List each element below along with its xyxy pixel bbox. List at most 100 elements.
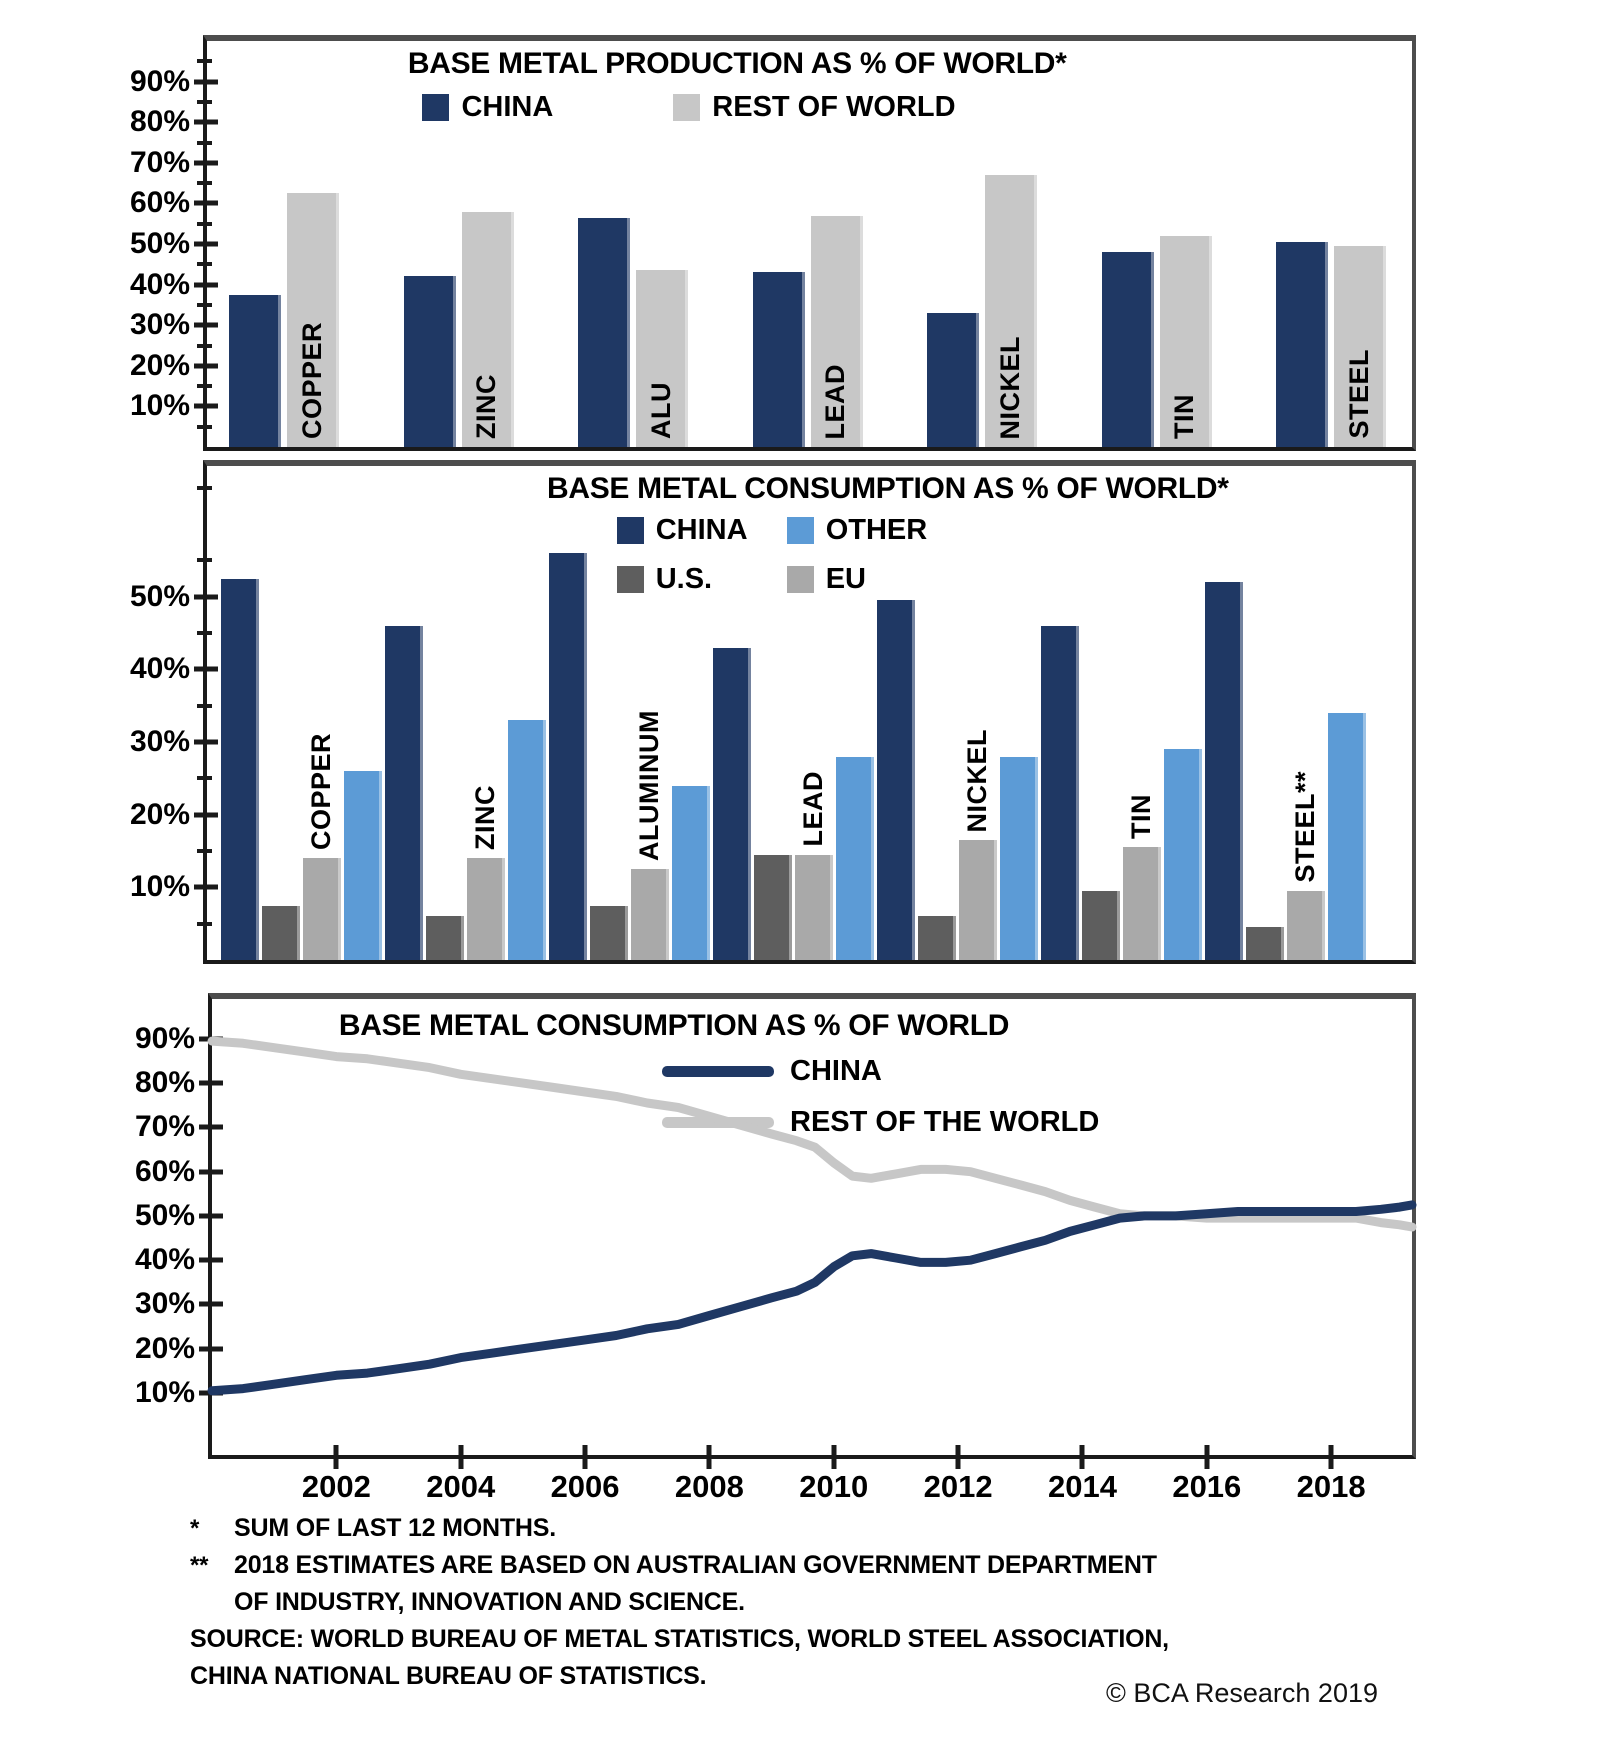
category-label: ALUMINUM (633, 710, 664, 862)
x-axis-tick-label: 2008 (674, 1469, 744, 1504)
y-axis-tick (199, 1301, 223, 1307)
y-axis-tick-label: 20% (134, 1331, 195, 1365)
bar-eu-lead: LEAD (795, 771, 833, 960)
line-chart-canvas (207, 1036, 1417, 1396)
y-axis-tick-label: 70% (129, 145, 190, 179)
bar-group-steel: STEEL** (1205, 466, 1366, 960)
y-axis-tick-label: 60% (129, 186, 190, 220)
legend-item-rest-of-world: REST OF WORLD (673, 91, 956, 124)
bar-u-s--zinc (426, 916, 464, 960)
bar-other-zinc (508, 720, 546, 960)
bar-other-copper (344, 771, 382, 960)
bar-groups: COPPER ZINC ALUMINUM LEAD NICKEL TIN STEEL** (207, 466, 1412, 960)
bar-other-lead (836, 756, 874, 960)
y-axis-tick (199, 1124, 223, 1130)
category-label: LEAD (797, 771, 828, 847)
x-axis-tick-label: 2012 (923, 1469, 993, 1504)
y-axis-tick-label: 80% (129, 105, 190, 139)
footnote-doublestar-text-line1: 2018 ESTIMATES ARE BASED ON AUSTRALIAN G… (234, 1551, 1157, 1579)
bar-group-aluminum: ALUMINUM (549, 466, 710, 960)
bar-group-lead: LEAD (713, 466, 874, 960)
x-axis-tick-label: 2014 (1047, 1469, 1117, 1504)
y-axis-tick (194, 403, 218, 409)
y-axis-tick (194, 119, 218, 125)
y-axis-tick-label: 90% (129, 64, 190, 98)
y-axis-tick-label: 40% (129, 652, 190, 686)
x-axis-tick (1079, 1445, 1085, 1469)
y-axis-tick-label: 40% (134, 1243, 195, 1277)
production-chart-title: BASE METAL PRODUCTION AS % OF WORLD* (407, 47, 1067, 80)
x-axis-tick (706, 1445, 712, 1469)
bar-china-copper (221, 578, 259, 960)
bar-group-zinc: ZINC (403, 41, 514, 447)
bar-eu-steel: STEEL** (1287, 771, 1325, 960)
category-label: COPPER (305, 733, 336, 851)
x-axis-tick-label: 2006 (550, 1469, 620, 1504)
y-axis-tick-label: 50% (129, 227, 190, 260)
y-axis-tick (199, 1257, 223, 1263)
category-label: ZINC (469, 785, 500, 851)
x-axis-tick (333, 1445, 339, 1469)
y-axis-minor-tick (197, 99, 212, 104)
bar-u-s--aluminum (590, 905, 628, 960)
footnotes: * SUM OF LAST 12 MONTHS. ** 2018 ESTIMAT… (190, 1512, 1169, 1693)
y-axis-tick-label: 90% (134, 1021, 195, 1055)
bar-group-steel: STEEL (1276, 41, 1386, 447)
bar-rest-of-world-tin: TIN (1159, 235, 1212, 447)
copyright-notice: © BCA Research 2019 (1105, 1678, 1378, 1708)
legend-label-eu: EU (825, 563, 866, 595)
category-label: NICKEL (961, 728, 992, 833)
eu-legend-swatch-icon (786, 566, 814, 593)
y-axis-tick (194, 812, 218, 818)
bar-groups: COPPER ZINC ALU LEAD NICKEL TIN STEEL (207, 41, 1412, 447)
source-text-line2: CHINA NATIONAL BUREAU OF STATISTICS. (190, 1662, 707, 1690)
bar-china-zinc (385, 625, 423, 960)
y-axis-tick (194, 363, 218, 369)
bar-china-zinc (403, 276, 456, 447)
legend-label-china: CHINA (461, 91, 554, 123)
y-axis-tick (194, 79, 218, 85)
y-axis-minor-tick (197, 59, 212, 64)
x-axis-tick-label: 2004 (426, 1469, 496, 1504)
bar-group-zinc: ZINC (385, 466, 546, 960)
other-legend-swatch-icon (786, 517, 814, 544)
bar-china-nickel (877, 600, 915, 960)
y-axis-tick-label: 70% (134, 1110, 195, 1144)
bar-u-s--lead (754, 854, 792, 960)
line-rest-of-the-world (207, 1036, 1417, 1232)
y-axis-tick-label: 80% (134, 1066, 195, 1100)
y-axis-tick (199, 1169, 223, 1175)
y-axis-minor-tick (197, 776, 212, 781)
line-chart-title: BASE METAL CONSUMPTION AS % OF WORLD (338, 1009, 1010, 1042)
category-label: TIN (1125, 794, 1156, 840)
y-axis-tick-label: 10% (129, 389, 190, 423)
legend-label-us: U.S. (655, 563, 713, 595)
bar-eu-aluminum: ALUMINUM (631, 710, 669, 960)
bar-china-alu (578, 217, 630, 447)
legend-item-other: OTHER (786, 514, 927, 547)
bar-group-nickel: NICKEL (877, 466, 1038, 960)
category-label: STEEL** (1289, 771, 1320, 883)
bar-eu-nickel: NICKEL (959, 729, 997, 960)
x-axis-tick-label: 2010 (799, 1469, 869, 1504)
x-axis-tick (831, 1445, 837, 1469)
y-axis-tick (194, 282, 218, 288)
bar-china-tin (1041, 625, 1079, 960)
y-axis-tick (194, 200, 218, 206)
y-axis-tick (194, 739, 218, 745)
bar-eu-copper: COPPER (303, 733, 341, 960)
bar-u-s--nickel (918, 916, 956, 960)
category-label: STEEL (1343, 349, 1374, 439)
bar-china-tin (1101, 252, 1154, 447)
y-axis-tick-label: 30% (129, 725, 190, 759)
y-axis-tick-label: 30% (129, 308, 190, 342)
x-axis-tick (582, 1445, 588, 1469)
bar-rest-of-world-copper: COPPER (287, 193, 339, 447)
x-axis-tick-label: 2016 (1172, 1469, 1242, 1504)
footnote-star-text: SUM OF LAST 12 MONTHS. (234, 1514, 557, 1542)
x-axis-tick-label: 2018 (1296, 1469, 1366, 1504)
us-legend-swatch-icon (616, 566, 644, 593)
bar-group-nickel: NICKEL (927, 41, 1037, 447)
bar-eu-tin: TIN (1123, 794, 1161, 960)
legend-label-rest-of-the-world: REST OF THE WORLD (790, 1106, 1100, 1138)
